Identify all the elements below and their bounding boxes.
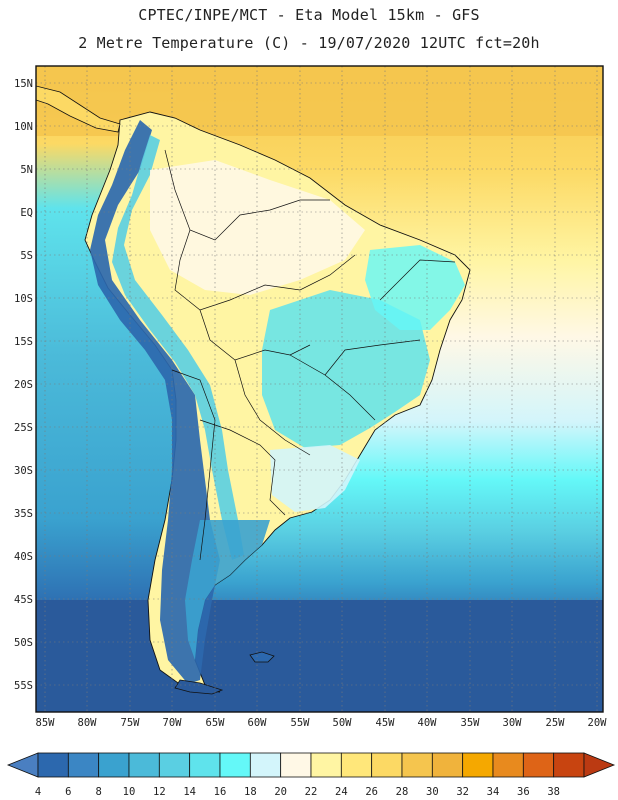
colorbar-tick-label: 4 — [35, 786, 41, 798]
lat-label: 5N — [20, 164, 33, 176]
lon-label: 75W — [121, 717, 141, 729]
colorbar-cell — [67, 752, 100, 778]
south-brazil-cool — [270, 445, 360, 512]
colorbar-cell — [401, 752, 433, 778]
lat-label: 15N — [14, 78, 33, 90]
map-frame — [35, 65, 604, 713]
lat-label: 45S — [14, 594, 33, 606]
lat-label: 20S — [14, 379, 33, 391]
latitude-labels: 15N 10N 5N EQ 5S 10S 15S 20S 25S 30S 35S… — [14, 78, 33, 692]
northeast-brazil-cool — [365, 245, 465, 330]
lat-label: 5S — [20, 250, 33, 262]
colorbar-ticks: 4 6 8 10 12 14 16 18 20 22 24 26 28 30 32 34 36 38 — [35, 786, 560, 798]
lat-label: 40S — [14, 551, 33, 563]
lat-label: 50S — [14, 637, 33, 649]
lon-label: 35W — [461, 717, 481, 729]
lon-label: 25W — [546, 717, 566, 729]
colorbar-cell — [249, 752, 282, 778]
colorbar-tick-label: 10 — [123, 786, 136, 798]
lat-label: 10N — [14, 121, 33, 133]
title-line-1: CPTEC/INPE/MCT - Eta Model 15km - GFS — [138, 6, 480, 24]
map-field — [36, 66, 603, 712]
colorbar-cell — [98, 752, 130, 778]
colorbar-cell — [492, 752, 524, 778]
title-line-2: 2 Metre Temperature (C) - 19/07/2020 12U… — [78, 34, 540, 52]
colorbar-cell — [158, 752, 191, 778]
colorbar: 4 6 8 10 12 14 16 18 20 22 24 26 28 30 32 34 36 38 — [6, 752, 616, 798]
colorbar-cell — [310, 752, 342, 778]
falkland-islands — [249, 651, 275, 663]
lon-label: 60W — [248, 717, 268, 729]
colorbar-cells — [37, 752, 585, 778]
lon-label: 30W — [503, 717, 523, 729]
colorbar-tick-label: 22 — [305, 786, 318, 798]
colorbar-tick-label: 24 — [335, 786, 348, 798]
colorbar-cell — [371, 752, 403, 778]
lat-label: 30S — [14, 465, 33, 477]
colorbar-tick-label: 34 — [487, 786, 500, 798]
south-cold-band — [36, 600, 603, 712]
lat-label: 10S — [14, 293, 33, 305]
colorbar-cell — [189, 752, 221, 778]
colorbar-right-arrow — [583, 752, 616, 778]
colorbar-cell — [522, 752, 555, 778]
central-america — [36, 85, 121, 133]
colorbar-left-arrow — [6, 752, 39, 778]
lon-label: 20W — [588, 717, 608, 729]
lat-label: 55S — [14, 680, 33, 692]
colorbar-cell — [219, 752, 251, 778]
colorbar-tick-label: 26 — [365, 786, 378, 798]
lon-label: 45W — [376, 717, 396, 729]
colorbar-tick-label: 36 — [517, 786, 530, 798]
graticule — [36, 66, 603, 712]
lon-label: 80W — [78, 717, 98, 729]
lat-label: 25S — [14, 422, 33, 434]
andes-light-band — [112, 135, 244, 560]
colorbar-cell — [553, 752, 585, 778]
colorbar-tick-label: 14 — [183, 786, 196, 798]
colorbar-cell — [462, 752, 494, 778]
colorbar-cell — [37, 752, 69, 778]
colorbar-cell — [340, 752, 373, 778]
lat-label: 15S — [14, 336, 33, 348]
colorbar-tick-label: 18 — [244, 786, 257, 798]
colorbar-tick-label: 8 — [96, 786, 102, 798]
lon-label: 40W — [418, 717, 438, 729]
colorbar-tick-label: 20 — [274, 786, 287, 798]
brazil-highlands-cool — [262, 290, 430, 448]
amazon-warm — [150, 160, 365, 295]
colorbar-cell — [280, 752, 312, 778]
colorbar-tick-label: 16 — [214, 786, 227, 798]
country-borders — [164, 149, 456, 561]
lon-label: 50W — [333, 717, 353, 729]
colorbar-tick-label: 38 — [547, 786, 560, 798]
lat-label: 35S — [14, 508, 33, 520]
andes-cold-band — [90, 120, 220, 684]
tierra-del-fuego — [174, 679, 224, 695]
colorbar-tick-label: 28 — [396, 786, 409, 798]
lon-label: 65W — [206, 717, 226, 729]
colorbar-cell — [128, 752, 160, 778]
colorbar-tick-label: 32 — [456, 786, 469, 798]
patagonia-cool — [185, 520, 270, 660]
colorbar-tick-label: 30 — [426, 786, 439, 798]
lat-label: EQ — [20, 207, 33, 219]
colorbar-tick-label: 12 — [153, 786, 166, 798]
colorbar-tick-label: 6 — [65, 786, 71, 798]
colorbar-cell — [431, 752, 464, 778]
lon-label: 70W — [163, 717, 183, 729]
lon-label: 85W — [36, 717, 56, 729]
lon-label: 55W — [291, 717, 311, 729]
longitude-labels: 85W 80W 75W 70W 65W 60W 55W 50W 45W 40W … — [36, 717, 608, 729]
